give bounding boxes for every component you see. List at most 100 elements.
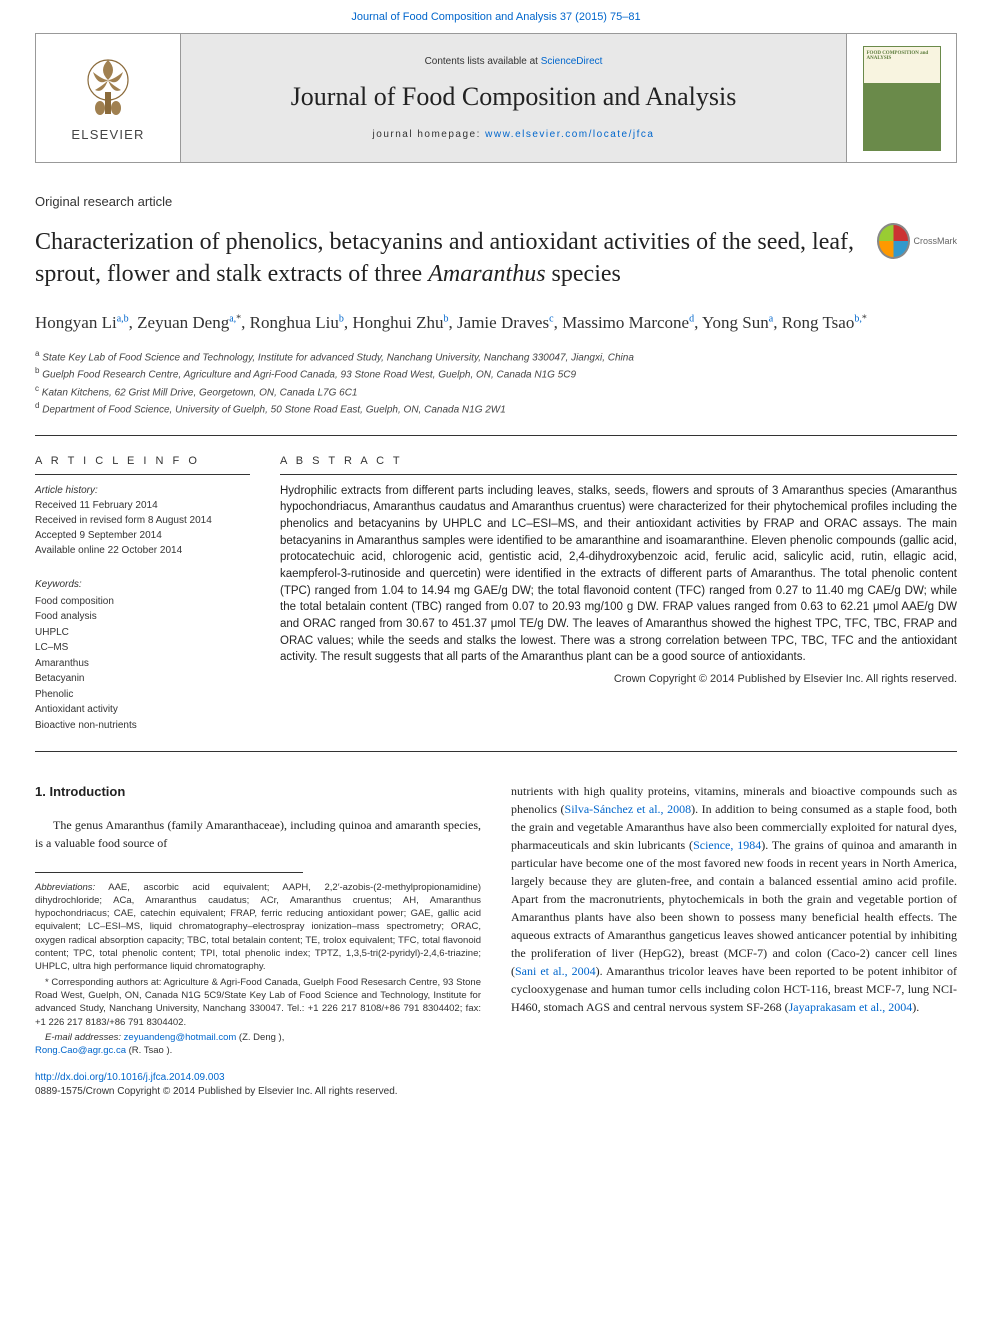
keyword-5: Betacyanin <box>35 671 250 687</box>
intro-head: 1. Introduction <box>35 782 481 802</box>
author-4: , Honghui Zhu <box>344 313 444 332</box>
affiliation-d: d Department of Food Science, University… <box>35 400 957 417</box>
footnote-emails: E-mail addresses: zeyuandeng@hotmail.com… <box>35 1031 481 1058</box>
elsevier-wordmark: ELSEVIER <box>71 126 144 144</box>
cite-link-3[interactable]: Sani et al., 2004 <box>515 964 596 978</box>
keyword-7: Antioxidant activity <box>35 702 250 718</box>
journal-cover-text: FOOD COMPOSITION and ANALYSIS <box>867 51 937 62</box>
intro-para-1: The genus Amaranthus (family Amaranthace… <box>35 816 481 852</box>
aff-text-d: Department of Food Science, University o… <box>39 404 505 415</box>
crossmark-label: CrossMark <box>913 235 957 248</box>
author-6: , Massimo Marcone <box>554 313 690 332</box>
author-8: , Rong Tsao <box>773 313 854 332</box>
abstract-copyright: Crown Copyright © 2014 Published by Else… <box>280 672 957 687</box>
abstract-rule <box>280 474 957 475</box>
elsevier-tree-icon <box>73 52 143 122</box>
affiliations: a State Key Lab of Food Science and Tech… <box>35 348 957 417</box>
divider-top <box>35 435 957 436</box>
keyword-1: Food analysis <box>35 609 250 625</box>
body-column-left: 1. Introduction The genus Amaranthus (fa… <box>35 782 481 1057</box>
masthead: ELSEVIER Contents lists available at Sci… <box>35 33 957 163</box>
keyword-8: Bioactive non-nutrients <box>35 718 250 734</box>
article-title: Characterization of phenolics, betacyani… <box>35 226 957 291</box>
crossmark-icon <box>877 223 910 259</box>
body-column-right: nutrients with high quality proteins, vi… <box>511 782 957 1057</box>
homepage-line: journal homepage: www.elsevier.com/locat… <box>373 128 655 142</box>
keywords-block: Keywords: Food composition Food analysis… <box>35 578 250 734</box>
authors-line: Hongyan Lia,b, Zeyuan Denga,*, Ronghua L… <box>35 310 957 336</box>
journal-title: Journal of Food Composition and Analysis <box>291 79 737 115</box>
footnote-rule <box>35 872 303 873</box>
author-8-star: * <box>862 314 867 325</box>
sciencedirect-link[interactable]: ScienceDirect <box>541 56 603 67</box>
footnote-correspondence: * Corresponding authors at: Agriculture … <box>35 976 481 1029</box>
cite-link-2[interactable]: Science, 1984 <box>693 838 761 852</box>
aff-text-c: Katan Kitchens, 62 Grist Mill Drive, Geo… <box>39 387 357 398</box>
keyword-2: UHPLC <box>35 625 250 641</box>
intro-para-2: nutrients with high quality proteins, vi… <box>511 782 957 1016</box>
elsevier-logo: ELSEVIER <box>71 52 144 144</box>
title-post: species <box>546 261 621 287</box>
history-revised: Received in revised form 8 August 2014 <box>35 513 250 528</box>
cite-link-4[interactable]: Jayaprakasam et al., 2004 <box>789 1000 913 1014</box>
keywords-label: Keywords: <box>35 578 250 592</box>
article-info-head: A R T I C L E I N F O <box>35 454 250 469</box>
email-1-who: (Z. Deng ), <box>236 1032 284 1043</box>
divider-bottom <box>35 751 957 752</box>
author-5: , Jamie Draves <box>449 313 550 332</box>
affiliation-a: a State Key Lab of Food Science and Tech… <box>35 348 957 365</box>
abstract-head: A B S T R A C T <box>280 454 957 469</box>
author-1-sup[interactable]: a,b <box>117 314 129 325</box>
email-1-link[interactable]: zeyuandeng@hotmail.com <box>124 1032 237 1043</box>
article-history: Article history: Received 11 February 20… <box>35 483 250 558</box>
history-label: Article history: <box>35 483 250 498</box>
author-3: , Ronghua Liu <box>241 313 339 332</box>
keyword-6: Phenolic <box>35 687 250 703</box>
doi-link[interactable]: http://dx.doi.org/10.1016/j.jfca.2014.09… <box>35 1072 225 1083</box>
author-8-sup[interactable]: b, <box>854 314 862 325</box>
history-received: Received 11 February 2014 <box>35 498 250 513</box>
footnote-abbreviations: Abbreviations: AAE, ascorbic acid equiva… <box>35 881 481 974</box>
cite-link-1[interactable]: Silva-Sánchez et al., 2008 <box>565 802 692 816</box>
masthead-center: Contents lists available at ScienceDirec… <box>181 34 846 162</box>
publisher-logo-box: ELSEVIER <box>36 34 181 162</box>
history-accepted: Accepted 9 September 2014 <box>35 528 250 543</box>
journal-cover-icon: FOOD COMPOSITION and ANALYSIS <box>863 46 941 151</box>
email-2-who: (R. Tsao ). <box>126 1045 172 1056</box>
p2-end: ). <box>912 1000 919 1014</box>
article-info-column: A R T I C L E I N F O Article history: R… <box>35 454 250 733</box>
title-italic: Amaranthus <box>428 261 545 287</box>
homepage-link[interactable]: www.elsevier.com/locate/jfca <box>485 129 654 140</box>
author-7: , Yong Sun <box>694 313 769 332</box>
top-citation-text: Journal of Food Composition and Analysis… <box>351 11 640 23</box>
keyword-0: Food composition <box>35 594 250 610</box>
p2-mid2: ). The grains of quinoa and amaranth in … <box>511 838 957 978</box>
author-2: , Zeyuan Deng <box>129 313 230 332</box>
aff-text-a: State Key Lab of Food Science and Techno… <box>39 352 633 363</box>
history-online: Available online 22 October 2014 <box>35 543 250 558</box>
keyword-3: LC–MS <box>35 640 250 656</box>
email-2-link[interactable]: Rong.Cao@agr.gc.ca <box>35 1045 126 1056</box>
abbrev-text: AAE, ascorbic acid equivalent; AAPH, 2,2… <box>35 882 481 973</box>
crossmark-badge[interactable]: CrossMark <box>877 223 957 259</box>
abstract-text: Hydrophilic extracts from different part… <box>280 483 957 666</box>
article-head: Original research article Characterizati… <box>35 193 957 290</box>
issn-line: 0889-1575/Crown Copyright © 2014 Publish… <box>35 1086 398 1097</box>
aff-text-b: Guelph Food Research Centre, Agriculture… <box>39 370 576 381</box>
homepage-prefix: journal homepage: <box>373 129 486 140</box>
abbrev-label: Abbreviations: <box>35 882 95 893</box>
top-citation-link[interactable]: Journal of Food Composition and Analysis… <box>0 0 992 33</box>
doi-block: http://dx.doi.org/10.1016/j.jfca.2014.09… <box>35 1071 957 1099</box>
contents-prefix: Contents lists available at <box>425 56 541 67</box>
keyword-4: Amaranthus <box>35 656 250 672</box>
affiliation-c: c Katan Kitchens, 62 Grist Mill Drive, G… <box>35 383 957 400</box>
corr-label: * Corresponding authors at: <box>45 977 161 988</box>
email-label: E-mail addresses: <box>45 1032 121 1043</box>
keywords-list: Food composition Food analysis UHPLC LC–… <box>35 594 250 734</box>
article-type: Original research article <box>35 193 957 211</box>
abstract-column: A B S T R A C T Hydrophilic extracts fro… <box>280 454 957 733</box>
body-two-column: 1. Introduction The genus Amaranthus (fa… <box>35 782 957 1057</box>
contents-line: Contents lists available at ScienceDirec… <box>425 55 603 69</box>
affiliation-b: b Guelph Food Research Centre, Agricultu… <box>35 365 957 382</box>
journal-cover-box: FOOD COMPOSITION and ANALYSIS <box>846 34 956 162</box>
